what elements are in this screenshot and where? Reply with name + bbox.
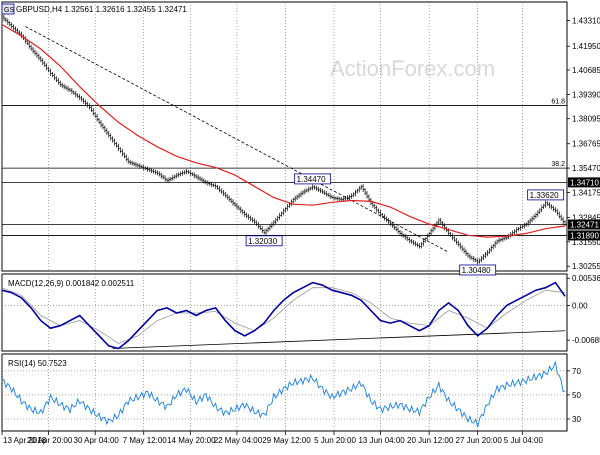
window-label: GS xyxy=(4,7,14,14)
y-tick-label: 1.43310 xyxy=(572,17,600,26)
x-tick-label: 5 Jul 04:00 xyxy=(504,436,544,445)
price-panel-title: GBPUSD,H4 1.32561 1.32616 1.32455 1.3247… xyxy=(16,5,187,14)
x-tick-label: 14 May 20:00 xyxy=(167,436,216,445)
grid-layer xyxy=(1,2,570,435)
macd-panel-title: MACD(12,26,9) 0.001842 0.002511 xyxy=(8,279,135,288)
price-annotation-box xyxy=(527,189,565,201)
price-level-tag-text: 1.32471 xyxy=(570,221,599,230)
x-tick-label: 5 Jun 20:00 xyxy=(314,436,356,445)
price-level-tag-text: 1.34710 xyxy=(570,178,599,187)
macd-panel-frame xyxy=(1,273,568,352)
y-tick-label: -0.006855 xyxy=(572,336,600,345)
level-label: 61.8 xyxy=(551,98,565,105)
y-tick-label: 1.41950 xyxy=(572,42,600,51)
y-tick-label: 1.32845 xyxy=(572,213,600,222)
price-level-tag-text: 1.31890 xyxy=(570,231,599,240)
y-tick-label: 50 xyxy=(572,391,581,400)
macd-trendline xyxy=(112,330,566,349)
price-annotation-box xyxy=(459,264,497,276)
y-tick-label: 1.40685 xyxy=(572,66,600,75)
rsi-line xyxy=(1,361,566,428)
price-annotation-text: 1.32030 xyxy=(248,237,277,246)
y-tick-label: 1.39390 xyxy=(572,90,600,99)
x-tick-label: 20 Apr 20:00 xyxy=(27,436,73,445)
x-tick-label: 22 May 04:00 xyxy=(214,436,263,445)
x-tick-label: 29 May 12:00 xyxy=(262,436,311,445)
x-tick-label: 30 Apr 04:00 xyxy=(74,436,120,445)
price-annotation-text: 1.34470 xyxy=(297,175,326,184)
price-annotation-text: 1.33620 xyxy=(530,191,559,200)
price-panel-frame xyxy=(1,1,568,272)
x-tick-label: 13 Jun 04:00 xyxy=(358,436,405,445)
y-tick-label: 1.34175 xyxy=(572,188,600,197)
macd-line xyxy=(1,281,566,350)
y-tick-label: 1.35470 xyxy=(572,164,600,173)
y-tick-label: 1.36765 xyxy=(572,140,600,149)
price-level-tag xyxy=(568,177,600,188)
y-tick-label: 1.31550 xyxy=(572,238,600,247)
moving-average-line xyxy=(1,24,566,238)
price-annotation-text: 1.30480 xyxy=(462,266,491,275)
x-tick-label: 7 May 12:00 xyxy=(123,436,168,445)
x-tick-label: 20 Jun 12:00 xyxy=(407,436,454,445)
y-tick-label: 0.005368 xyxy=(572,274,600,283)
y-tick-label: 1.30255 xyxy=(572,262,600,271)
y-tick-label: 1.38095 xyxy=(572,115,600,124)
macd-signal-line xyxy=(1,287,566,344)
level-label: 38.2 xyxy=(551,161,565,168)
plot-layer xyxy=(1,14,567,428)
price-annotation-box xyxy=(294,173,332,185)
y-tick-label: 0.00 xyxy=(572,301,588,310)
y-tick-label: 70 xyxy=(572,367,581,376)
x-tick-label: 27 Jun 20:00 xyxy=(456,436,503,445)
y-tick-label: 30 xyxy=(572,415,581,424)
watermark: ActionForex.com xyxy=(330,56,495,81)
rsi-panel-frame xyxy=(1,353,568,432)
price-annotation-box xyxy=(245,235,283,247)
x-tick-label: 13 Apr 2018 xyxy=(3,436,47,445)
price-level-tag xyxy=(568,219,600,230)
rsi-panel-title: RSI(14) 50.7523 xyxy=(8,359,67,368)
price-level-tag xyxy=(568,230,600,241)
